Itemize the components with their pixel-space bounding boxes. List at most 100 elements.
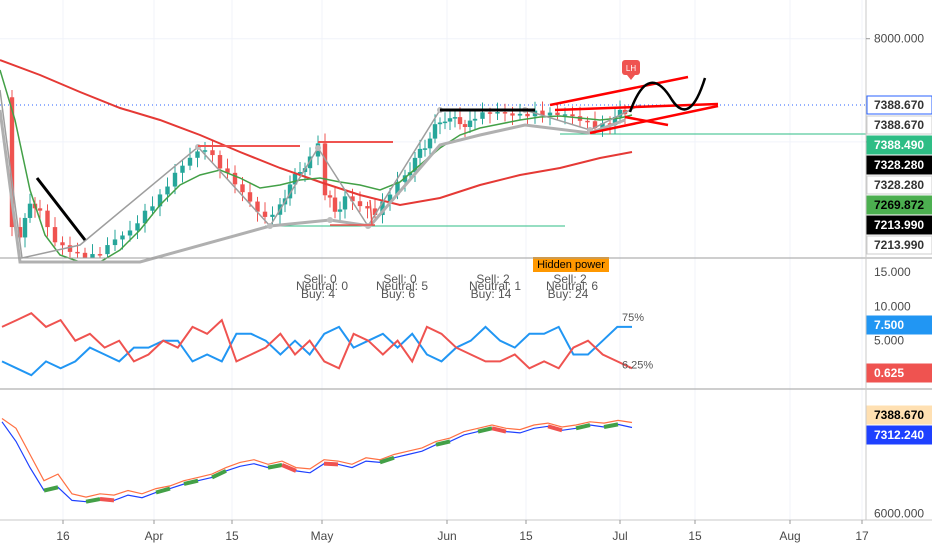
trend-highlight-segment [281, 463, 297, 473]
candle-body [540, 110, 545, 116]
candle-body [432, 124, 438, 139]
oscillator-line-blue [1, 325, 632, 377]
price-tag[interactable] [866, 155, 932, 175]
price-tag-label: 7328.280 [874, 158, 924, 172]
candle-body [525, 113, 530, 117]
candle-body [365, 206, 370, 209]
time-tick-label: Apr [145, 529, 164, 543]
candle-body [225, 168, 230, 173]
candle-body [327, 195, 333, 198]
price-tag-label: 7213.990 [874, 238, 924, 252]
price-tick-label: 8000.000 [874, 32, 924, 46]
candle-body [452, 117, 458, 119]
price-tag[interactable] [866, 115, 932, 135]
candle-body [270, 214, 275, 217]
price-tag[interactable] [866, 95, 932, 115]
time-tick-label: 17 [855, 529, 869, 543]
analysis-buy: Buy: 4 [301, 287, 335, 301]
time-tick-label: 16 [56, 529, 70, 543]
candle-body [480, 112, 485, 119]
price-tag[interactable] [866, 195, 932, 215]
candle-body [472, 118, 478, 121]
oscillator-tag-label: 7.500 [874, 318, 904, 332]
candle-body [112, 239, 118, 246]
candle-body [105, 245, 110, 255]
price-tag[interactable] [866, 135, 932, 155]
analysis-sell: Sell: 0 [383, 272, 417, 286]
analysis-neutral: Neutral: 0 [296, 279, 348, 293]
oscillator-tick-label: 5.000 [874, 334, 904, 348]
trend-highlight-segment [575, 423, 591, 431]
wedge-lower [624, 115, 669, 127]
analysis-buy: Buy: 24 [548, 287, 589, 301]
candle-body [82, 252, 88, 258]
comparison-tick-label: 6000.000 [874, 506, 924, 520]
pivot-point [267, 223, 273, 229]
candle-body [142, 210, 148, 224]
candle-body [600, 123, 605, 129]
time-tick-label: 15 [519, 529, 533, 543]
oscillator-tag-label: 0.625 [874, 366, 904, 380]
candle-body [457, 117, 463, 125]
candle-body [357, 201, 363, 207]
price-overlays: LH [0, 59, 719, 264]
comparison-tag[interactable] [866, 425, 932, 445]
candle-body [210, 150, 215, 156]
indicator-pane-price[interactable] [1, 418, 633, 504]
oscillator-end-label: 75% [622, 312, 644, 324]
analysis-neutral: Neutral: 6 [546, 279, 598, 293]
trend-highlight-segment [155, 486, 171, 495]
candle-body [262, 211, 268, 217]
oscillator-tag[interactable] [866, 363, 932, 383]
price-tag[interactable] [866, 235, 932, 255]
candle-body [127, 230, 133, 236]
candle-body [67, 245, 73, 252]
time-tick-label: Jun [437, 529, 456, 543]
candle-body [592, 121, 598, 129]
trend-highlight-segment [435, 439, 451, 447]
candle-body [45, 210, 50, 228]
trend-highlight-segment [477, 426, 493, 434]
trend-highlight-segment [85, 497, 101, 504]
candle-body [437, 122, 443, 125]
time-tick-label: Aug [779, 529, 800, 543]
candle-body [442, 121, 448, 124]
analysis-neutral: Neutral: 1 [469, 279, 521, 293]
oscillator-tag[interactable] [866, 315, 932, 335]
price-axis[interactable]: 8000.0007600.0007388.6707388.6707388.490… [866, 32, 932, 521]
comparison-tag[interactable] [866, 405, 932, 425]
candle-body [612, 116, 618, 126]
hidden-power-banner [533, 257, 609, 272]
candle-body [60, 242, 65, 246]
candle-body [350, 196, 355, 202]
candle-body [180, 165, 185, 173]
candle-body [502, 112, 508, 114]
trend-highlight-segment [379, 455, 395, 465]
time-tick-label: Jul [612, 529, 627, 543]
candle-body [172, 172, 178, 187]
candle-body [232, 172, 238, 185]
trend-segment [35, 177, 87, 241]
candle-body [332, 197, 338, 212]
forecast-curve [628, 77, 707, 113]
candle-body [387, 194, 393, 202]
candle-body [617, 109, 623, 117]
candle-body [157, 194, 163, 207]
candle-body [447, 118, 453, 122]
candle-body [150, 206, 155, 211]
oscillator-line-red [1, 312, 633, 370]
candle-body [487, 112, 493, 114]
moving-average-slow [0, 59, 633, 207]
candle-body [297, 172, 303, 174]
price-tag[interactable] [866, 215, 932, 235]
indicator-pane-percent[interactable]: 75% 6.25% [1, 312, 653, 377]
candle-body [75, 251, 80, 254]
price-tag[interactable] [866, 175, 932, 195]
time-axis[interactable]: 16 Apr 15 May Jun 15 Jul 15 Aug 17 [56, 520, 869, 543]
price-tag-label: 7388.670 [874, 118, 924, 132]
analysis-sell: Sell: 2 [476, 272, 510, 286]
candle-body [255, 201, 260, 212]
